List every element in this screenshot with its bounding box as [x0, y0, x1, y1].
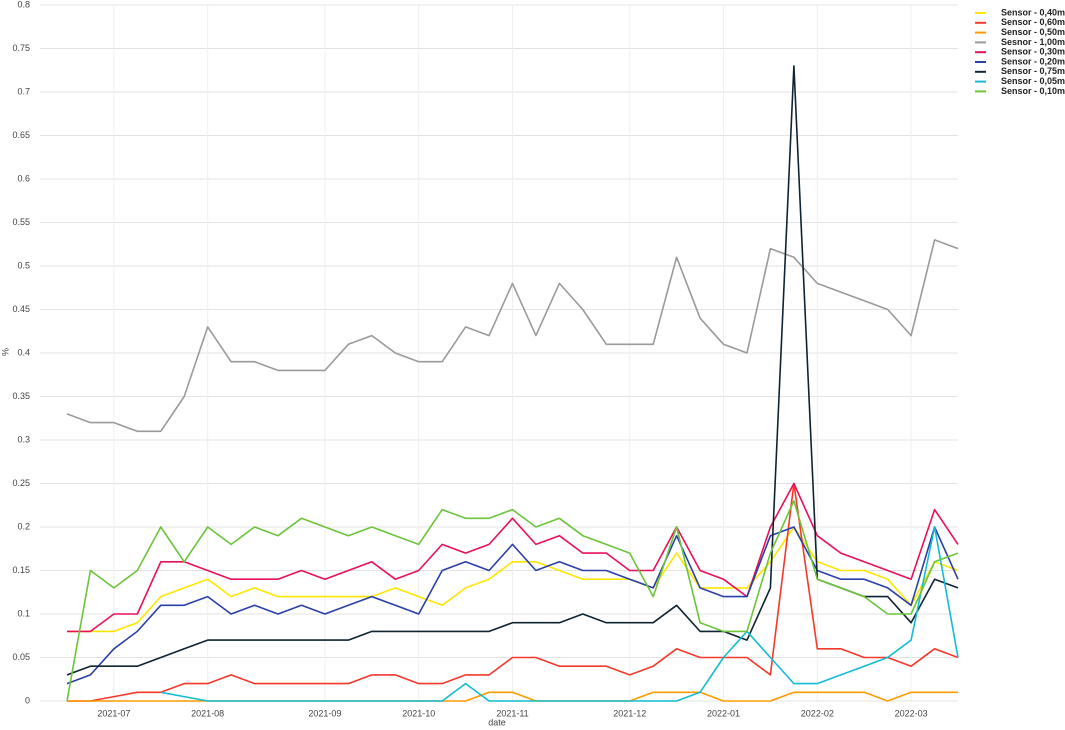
y-tick-label: 0.6 — [17, 173, 30, 183]
series-line — [66, 526, 959, 685]
legend-label: Sensor - 0,05m — [1001, 76, 1065, 86]
y-tick-label: 0.1 — [17, 608, 30, 618]
legend-label: Sensor - 0,50m — [1001, 27, 1065, 37]
y-tick-label: 0.45 — [12, 304, 30, 314]
series-line — [66, 65, 959, 676]
legend-label: Sensor - 0,10m — [1001, 86, 1065, 96]
series-line — [67, 482, 959, 633]
y-tick-label: 0.7 — [17, 86, 30, 96]
y-tick-label: 0.2 — [17, 521, 30, 531]
legend-label: Sensor - 0,60m — [1001, 17, 1065, 27]
x-tick-label: 2021-10 — [402, 708, 435, 718]
x-tick-label: 2022-03 — [895, 708, 928, 718]
legend-label: Sensor - 0,30m — [1001, 47, 1065, 57]
x-tick-label: 2021-12 — [613, 708, 646, 718]
legend-label: Sesnor - 1,00m — [1001, 37, 1065, 47]
y-tick-label: 0.8 — [17, 0, 30, 9]
y-tick-label: 0 — [25, 695, 30, 705]
series-line — [67, 526, 959, 633]
y-axis-label: % — [0, 348, 10, 356]
x-tick-label: 2021-07 — [97, 708, 130, 718]
x-tick-label: 2021-11 — [496, 708, 528, 718]
x-tick-label: 2022-01 — [707, 708, 740, 718]
y-tick-label: 0.15 — [12, 565, 30, 575]
y-tick-label: 0.35 — [12, 391, 30, 401]
x-tick-label: 2022-02 — [801, 708, 834, 718]
y-tick-label: 0.65 — [12, 130, 30, 140]
y-tick-label: 0.3 — [17, 434, 30, 444]
y-tick-label: 0.05 — [12, 652, 30, 662]
series-line — [67, 482, 959, 702]
series-line — [160, 526, 959, 702]
series-line — [66, 239, 959, 433]
x-axis-label: date — [488, 717, 506, 727]
series-line — [66, 500, 959, 702]
legend-label: Sensor - 0,40m — [1001, 7, 1065, 17]
y-tick-label: 0.55 — [12, 217, 30, 227]
y-tick-label: 0.5 — [17, 260, 30, 270]
legend-label: Sensor - 0,20m — [1001, 56, 1065, 66]
x-tick-label: 2021-09 — [308, 708, 341, 718]
y-tick-label: 0.4 — [17, 347, 30, 357]
legend-label: Sensor - 0,75m — [1001, 66, 1065, 76]
y-tick-label: 0.75 — [12, 43, 30, 53]
x-tick-label: 2021-08 — [191, 708, 224, 718]
y-tick-label: 0.25 — [12, 478, 30, 488]
